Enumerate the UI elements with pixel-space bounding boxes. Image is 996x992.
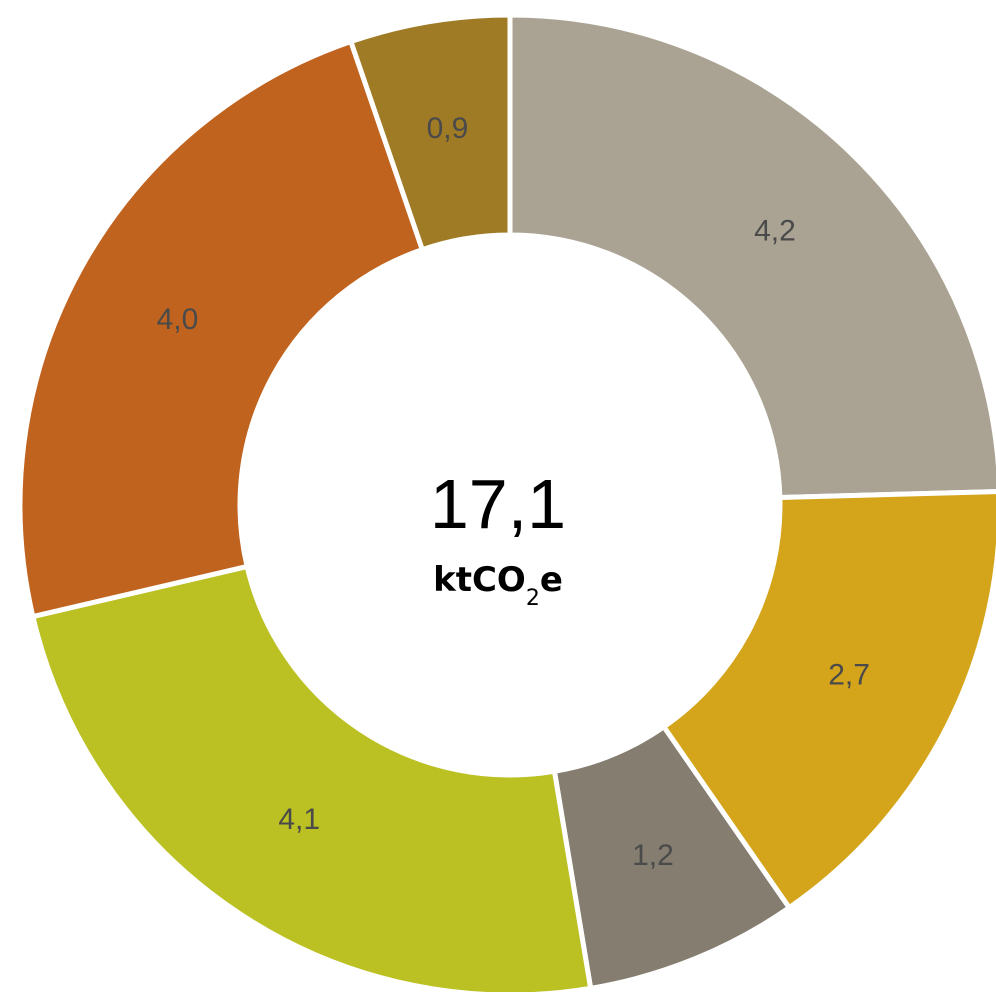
donut-slice-2 [660,489,996,912]
donut-slice-6 [347,12,513,253]
center-unit-subscript: 2 [525,586,540,611]
slice-label-6: 0,9 [427,112,469,145]
slice-label-3: 1,2 [632,839,674,872]
slice-label-1: 4,2 [754,215,796,248]
center-total: 17,1 [429,465,567,543]
slice-label-4: 4,1 [278,803,320,836]
donut-slices [17,12,996,992]
slice-labels: 4,2 2,7 1,2 4,1 4,0 0,9 [157,112,870,872]
slice-label-5: 4,0 [157,303,199,336]
center-unit-main: ktCO [433,560,526,600]
donut-slice-5 [17,38,426,620]
donut-slice-1 [507,12,996,501]
donut-slice-4 [29,563,594,992]
center-unit: ktCO2e [0,560,996,619]
center-unit-tail: e [539,560,563,600]
slice-label-2: 2,7 [828,659,870,692]
